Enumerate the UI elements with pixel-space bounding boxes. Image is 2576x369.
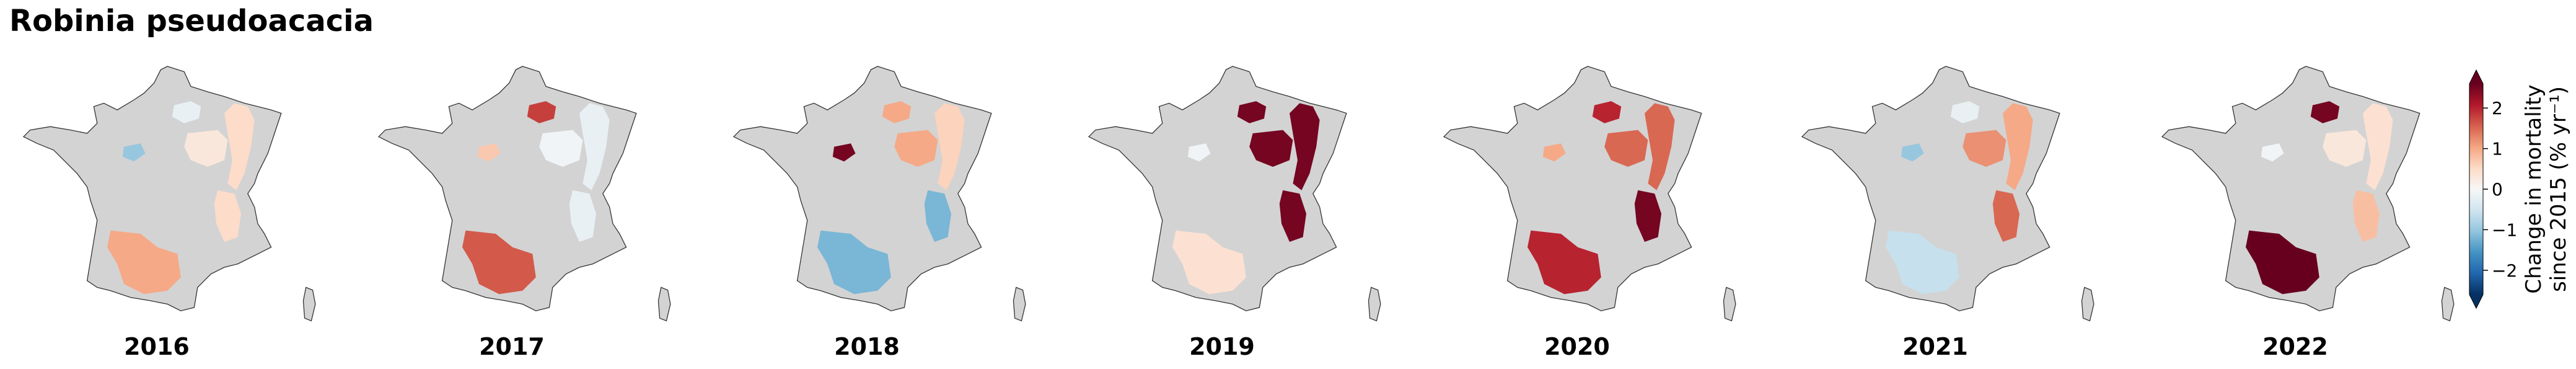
map-panel	[378, 66, 671, 322]
panel-year: 2021	[1902, 333, 1968, 360]
colorbar-extend-max	[2469, 70, 2483, 84]
map-panel	[1443, 66, 1736, 322]
figure-title: Robinia pseudoacacia	[9, 4, 374, 38]
colorbar-extend-min	[2469, 295, 2483, 308]
panel-year: 2017	[479, 333, 545, 360]
map-panel	[23, 66, 316, 322]
panel-year: 2020	[1544, 333, 1610, 360]
colorbar-frame	[2469, 69, 2484, 309]
map-panel	[733, 66, 1026, 322]
map-panel	[1801, 66, 2095, 322]
panel-year: 2019	[1189, 333, 1255, 360]
colorbar-tick-label: 2	[2492, 98, 2503, 118]
colorbar-tick-label: 0	[2492, 179, 2503, 200]
map-panel	[2161, 66, 2455, 322]
colorbar	[2469, 84, 2483, 295]
colorbar-tick-label: −2	[2492, 260, 2517, 281]
panel-year: 2022	[2262, 333, 2328, 360]
colorbar-label: since 2015 (% yr⁻¹)	[2546, 86, 2571, 292]
map-panel	[1088, 66, 1381, 322]
panel-year: 2018	[834, 333, 900, 360]
colorbar-tick-label: 1	[2492, 139, 2503, 159]
panel-year: 2016	[124, 333, 190, 360]
colorbar-tick-label: −1	[2492, 220, 2517, 240]
colorbar-label: Change in mortality	[2521, 84, 2546, 293]
